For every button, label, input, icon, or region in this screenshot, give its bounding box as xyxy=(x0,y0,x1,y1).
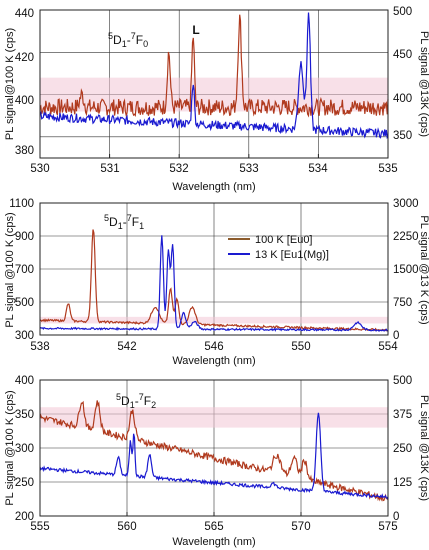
series-100K-line xyxy=(39,14,389,118)
grid xyxy=(39,379,389,517)
peak-marker-label: L xyxy=(192,23,199,37)
x-tick-label: 535 xyxy=(378,163,397,175)
series-lines xyxy=(39,229,389,332)
y-right-tick-label: 750 xyxy=(393,297,412,309)
grid xyxy=(39,202,389,336)
x-tick-label: 538 xyxy=(30,341,49,353)
y-left-tick-label: 350 xyxy=(15,409,34,421)
y-right-tick-label: 450 xyxy=(393,49,412,61)
y-right-tick-label: 3000 xyxy=(393,198,419,210)
series-13K-line xyxy=(39,412,389,500)
y-right-axis-label: PL signal @13K (cps) xyxy=(418,31,429,137)
y-left-tick-label: 440 xyxy=(15,8,34,20)
x-tick-label: 530 xyxy=(30,163,49,175)
highlight-band xyxy=(40,407,388,428)
y-right-tick-label: 125 xyxy=(393,477,412,489)
series-lines xyxy=(39,400,389,502)
y-right-tick-label: 0 xyxy=(393,511,399,523)
legend: 100 K [Eu0] 13 K [Eu1(Mg)] xyxy=(228,234,329,261)
series-13K-line xyxy=(39,235,389,332)
y-right-tick-label: 0 xyxy=(393,330,399,342)
x-tick-label: 542 xyxy=(117,341,136,353)
legend-label-13K: 13 K [Eu1(Mg)] xyxy=(255,249,329,261)
y-left-tick-label: 250 xyxy=(15,477,34,489)
y-left-tick-label: 300 xyxy=(15,443,34,455)
x-axis-label: Wavelength (nm) xyxy=(172,355,255,367)
x-tick-label: 560 xyxy=(117,521,136,533)
x-tick-label: 546 xyxy=(204,341,223,353)
x-tick-label: 550 xyxy=(291,341,310,353)
panel-2: 300 500 700 900 1100 0 750 1500 2250 300… xyxy=(4,198,429,367)
y-right-tick-label: 1500 xyxy=(393,264,419,276)
panel-1: 380 400 420 440 350 400 450 500 530 531 … xyxy=(4,6,429,193)
tick-marks xyxy=(39,331,389,335)
panel-3: 200 250 300 350 400 0 125 250 375 500 55… xyxy=(4,375,429,548)
y-right-tick-label: 250 xyxy=(393,443,412,455)
transition-annotation: 5D1-7F0 xyxy=(108,31,148,49)
x-tick-label: 575 xyxy=(378,521,397,533)
y-left-axis-label: PL signal @100 K (cps) xyxy=(4,212,16,327)
y-left-tick-label: 400 xyxy=(15,95,34,107)
x-tick-label: 531 xyxy=(100,163,119,175)
x-tick-label: 570 xyxy=(291,521,310,533)
y-right-axis-label: PL signal @13K (cps) xyxy=(418,395,429,501)
x-tick-label: 555 xyxy=(30,521,49,533)
y-left-axis-label: PL signal@100 K (cps) xyxy=(4,28,16,140)
y-right-tick-label: 500 xyxy=(393,375,412,387)
x-tick-label: 554 xyxy=(378,341,398,353)
y-left-tick-label: 500 xyxy=(15,297,34,309)
series-100K-line xyxy=(39,400,389,502)
x-tick-label: 533 xyxy=(239,163,258,175)
band-rect xyxy=(40,407,388,428)
y-left-tick-label: 900 xyxy=(15,231,34,243)
x-tick-label: 565 xyxy=(204,521,223,533)
transition-annotation: 5D1-7F1 xyxy=(104,213,144,231)
y-left-axis-label: PL signal @100 K (cps) xyxy=(4,390,16,505)
plot-frame xyxy=(39,9,389,159)
y-right-tick-label: 500 xyxy=(393,6,412,18)
y-right-tick-label: 400 xyxy=(393,93,412,105)
legend-label-100K: 100 K [Eu0] xyxy=(255,234,313,246)
y-left-tick-label: 200 xyxy=(15,511,34,523)
y-right-axis-label: PL signal @13 K (cps) xyxy=(418,215,429,324)
x-tick-label: 534 xyxy=(308,163,328,175)
series-13K-line xyxy=(39,12,389,140)
series-lines xyxy=(39,12,389,140)
tick-marks xyxy=(39,512,389,516)
y-left-tick-label: 1100 xyxy=(9,198,34,210)
tick-marks xyxy=(39,154,389,158)
x-axis-label: Wavelength (nm) xyxy=(172,181,255,193)
highlight-band xyxy=(40,316,388,324)
y-left-tick-label: 400 xyxy=(15,375,34,387)
y-left-tick-label: 380 xyxy=(15,145,34,157)
band-rect xyxy=(40,316,388,324)
y-left-tick-label: 700 xyxy=(15,264,34,276)
transition-annotation: 5D1-7F2 xyxy=(116,392,156,410)
x-tick-label: 532 xyxy=(169,163,188,175)
y-right-tick-label: 375 xyxy=(393,409,412,421)
y-left-tick-label: 300 xyxy=(15,330,34,342)
y-right-tick-label: 2250 xyxy=(393,231,419,243)
x-axis-label: Wavelength (nm) xyxy=(172,536,255,548)
y-left-tick-label: 420 xyxy=(15,52,34,64)
y-right-tick-label: 350 xyxy=(393,130,412,142)
